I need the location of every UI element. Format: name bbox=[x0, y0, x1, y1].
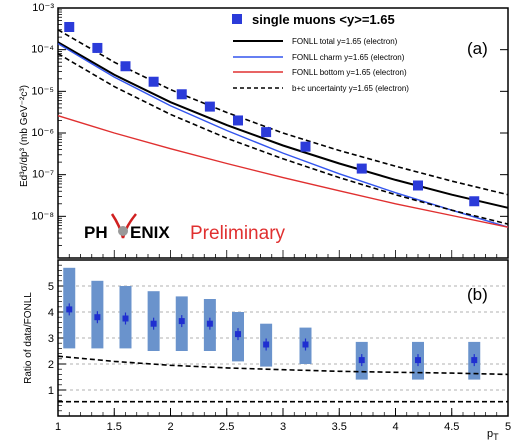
legend-marker-single-muons bbox=[232, 14, 242, 24]
fonll-curve-1 bbox=[57, 42, 509, 228]
ratio-dashed-upper bbox=[57, 355, 509, 376]
legend-label-total: FONLL total y=1.65 (electron) bbox=[292, 37, 398, 46]
ratio-point bbox=[122, 315, 129, 322]
top-y-tick-label: 10⁻⁴ bbox=[31, 44, 54, 56]
legend-label-single-muons: single muons <y>=1.65 bbox=[252, 12, 395, 27]
panel-label-b: (b) bbox=[467, 285, 488, 304]
bottom-y-axis-label: Ratio of data/FONLL bbox=[23, 292, 34, 384]
legend-label-uncertainty: b+c uncertainty y=1.65 (electron) bbox=[292, 84, 409, 93]
ratio-point bbox=[94, 314, 101, 321]
ratio-point bbox=[150, 320, 157, 327]
top-y-tick-label: 10⁻⁷ bbox=[32, 169, 54, 181]
top-y-axis-label: Ed³σ/dp³ (mb GeV⁻²c³) bbox=[19, 85, 30, 187]
single-muon-point bbox=[356, 163, 367, 174]
single-muon-point bbox=[176, 89, 187, 100]
single-muon-point bbox=[204, 101, 215, 112]
single-muon-point bbox=[300, 141, 311, 152]
x-axis-label: pT bbox=[487, 428, 499, 441]
bottom-ticks: 1 2 3 4 5 1 1.5 2 2.5 3 3.5 4 4.5 5 bbox=[48, 259, 511, 433]
phenix-logo: PH ENIX Preliminary bbox=[84, 213, 286, 244]
bottom-y-tick-label: 1 bbox=[48, 385, 54, 397]
phenix-logo-text-right: ENIX bbox=[130, 223, 170, 242]
bottom-y-tick-label: 2 bbox=[48, 359, 54, 371]
bottom-x-tick-label: 1 bbox=[55, 421, 61, 433]
bottom-x-tick-label: 2.5 bbox=[219, 421, 234, 433]
phenix-bird-icon bbox=[110, 213, 137, 239]
ratio-point bbox=[66, 306, 73, 313]
single-muon-point bbox=[120, 61, 131, 72]
fonll-curve-2 bbox=[57, 115, 509, 228]
bottom-y-tick-label: 5 bbox=[48, 281, 54, 293]
preliminary-label: Preliminary bbox=[190, 223, 286, 244]
top-y-tick-label: 10⁻⁶ bbox=[31, 127, 54, 139]
bottom-x-tick-label: 4.5 bbox=[444, 421, 459, 433]
ratio-point bbox=[358, 357, 365, 364]
bottom-y-tick-label: 4 bbox=[48, 307, 54, 319]
single-muon-point bbox=[148, 76, 159, 87]
phenix-logo-text-left: PH bbox=[84, 223, 108, 242]
top-y-tick-label: 10⁻³ bbox=[32, 2, 54, 14]
bottom-x-tick-label: 3.5 bbox=[332, 421, 347, 433]
bottom-x-tick-label: 4 bbox=[392, 421, 398, 433]
fonll-curve-0 bbox=[57, 41, 509, 209]
ratio-point bbox=[415, 357, 421, 364]
ratio-point bbox=[206, 320, 213, 327]
bottom-x-tick-label: 2 bbox=[167, 421, 173, 433]
ratio-point bbox=[235, 331, 241, 338]
bottom-x-tick-label: 3 bbox=[280, 421, 286, 433]
bottom-grid-lines bbox=[58, 285, 508, 391]
ratio-points bbox=[66, 303, 478, 367]
single-muon-point bbox=[261, 127, 272, 138]
single-muon-point bbox=[92, 42, 103, 53]
ratio-dashed-lines bbox=[57, 355, 509, 403]
ratio-point bbox=[263, 341, 270, 348]
fonll-curves bbox=[57, 29, 509, 228]
legend: single muons <y>=1.65 FONLL total y=1.65… bbox=[232, 12, 409, 93]
bottom-y-tick-label: 3 bbox=[48, 333, 54, 345]
legend-label-charm: FONLL charm y=1.65 (electron) bbox=[292, 53, 405, 62]
panel-label-a: (a) bbox=[467, 39, 488, 58]
single-muon-point bbox=[469, 196, 480, 207]
phenix-logo-o-icon bbox=[118, 226, 128, 236]
fonll-curve-3 bbox=[57, 29, 509, 196]
bottom-x-tick-label: 5 bbox=[505, 421, 511, 433]
bottom-x-tick-label: 1.5 bbox=[107, 421, 122, 433]
fonll-curve-4 bbox=[57, 53, 509, 225]
legend-label-bottom: FONLL bottom y=1.65 (electron) bbox=[292, 68, 407, 77]
single-muon-point bbox=[413, 180, 423, 191]
single-muon-point bbox=[64, 21, 75, 32]
top-y-ticks: 10⁻³ 10⁻⁴ 10⁻⁵ 10⁻⁶ 10⁻⁷ 10⁻⁸ bbox=[31, 2, 509, 258]
single-muon-points bbox=[64, 21, 480, 207]
top-y-tick-label: 10⁻⁸ bbox=[31, 210, 54, 222]
ratio-point bbox=[471, 357, 478, 364]
ratio-point bbox=[302, 341, 309, 348]
top-y-tick-label: 10⁻⁵ bbox=[31, 85, 54, 97]
ratio-point bbox=[178, 318, 185, 325]
single-muon-point bbox=[233, 115, 243, 126]
